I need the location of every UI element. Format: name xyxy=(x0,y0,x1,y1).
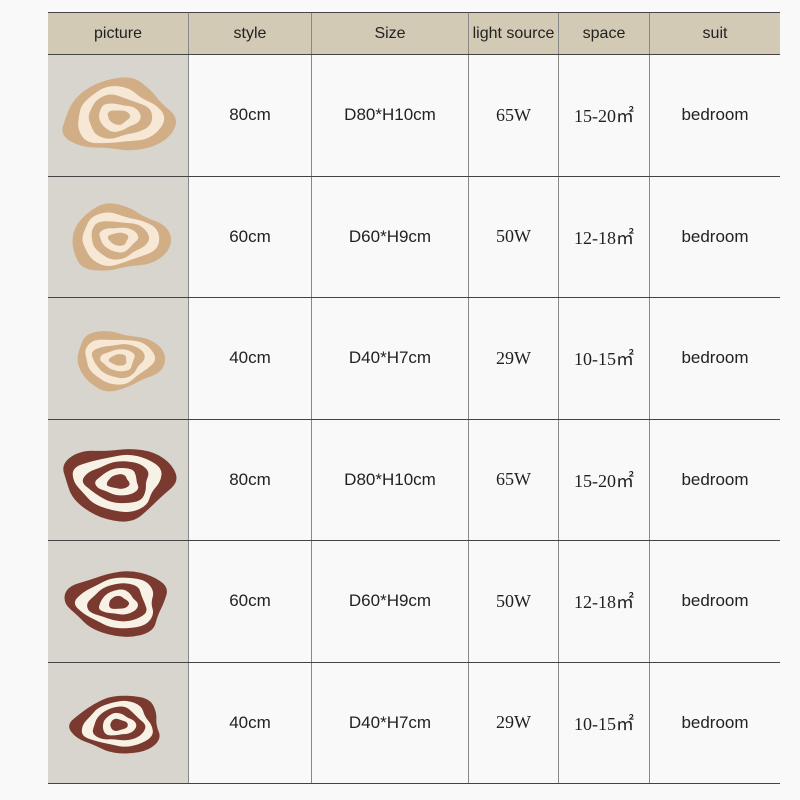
header-picture: picture xyxy=(48,13,189,54)
table-row: 80cm D80*H10cm 65W 15-20㎡ bedroom xyxy=(48,55,780,177)
lamp-picture xyxy=(48,541,189,662)
space-cell: 10-15㎡ xyxy=(559,662,650,783)
ceiling-lamp-image xyxy=(61,77,176,151)
table-row: 40cm D40*H7cm 29W 10-15㎡ bedroom xyxy=(48,298,780,420)
space-cell: 12-18㎡ xyxy=(559,176,650,297)
size-cell: D40*H7cm xyxy=(312,662,469,783)
style-cell: 60cm xyxy=(189,176,312,297)
suit-cell: bedroom xyxy=(681,712,749,732)
size-cell: D80*H10cm xyxy=(312,55,469,176)
size-cell: D40*H7cm xyxy=(312,298,469,419)
table-header: picture style Size light source space su… xyxy=(48,13,780,55)
table-row: 60cm D60*H9cm 50W 12-18㎡ bedroom xyxy=(48,176,780,298)
size-cell: D60*H9cm xyxy=(312,176,469,297)
space-cell: 15-20㎡ xyxy=(559,419,650,540)
light-source-cell: 50W xyxy=(469,176,559,297)
header-space: space xyxy=(559,13,650,54)
lamp-picture xyxy=(48,298,189,419)
light-source-cell: 29W xyxy=(469,662,559,783)
style-cell: 40cm xyxy=(189,662,312,783)
light-source-cell: 29W xyxy=(469,298,559,419)
ceiling-lamp-image xyxy=(68,695,160,754)
header-suit: suit xyxy=(702,24,728,42)
table-row: 40cm D40*H7cm 29W 10-15㎡ bedroom xyxy=(48,662,780,784)
table-row: 80cm D80*H10cm 65W 15-20㎡ bedroom xyxy=(48,419,780,541)
style-cell: 80cm xyxy=(189,55,312,176)
header-style: style xyxy=(189,13,312,54)
light-source-cell: 65W xyxy=(469,419,559,540)
ceiling-lamp-image xyxy=(72,203,171,271)
suit-cell: bedroom xyxy=(681,105,749,125)
style-cell: 60cm xyxy=(189,541,312,662)
table-row: 60cm D60*H9cm 50W 12-18㎡ bedroom xyxy=(48,541,780,663)
ceiling-lamp-image xyxy=(64,571,167,638)
suit-cell: bedroom xyxy=(681,469,749,489)
header-light-source: light source xyxy=(469,13,559,54)
space-cell: 15-20㎡ xyxy=(559,55,650,176)
style-cell: 40cm xyxy=(189,298,312,419)
size-cell: D60*H9cm xyxy=(312,541,469,662)
suit-cell: bedroom xyxy=(681,348,749,368)
light-source-cell: 65W xyxy=(469,55,559,176)
lamp-picture xyxy=(48,176,189,297)
ceiling-lamp-image xyxy=(77,331,165,392)
ceiling-lamp-image xyxy=(62,448,176,522)
lamp-picture xyxy=(48,419,189,540)
suit-cell: bedroom xyxy=(681,591,749,611)
lamp-picture xyxy=(48,662,189,783)
spec-table: picture style Size light source space su… xyxy=(48,12,780,784)
size-cell: D80*H10cm xyxy=(312,419,469,540)
header-size: Size xyxy=(312,13,469,54)
style-cell: 80cm xyxy=(189,419,312,540)
space-cell: 10-15㎡ xyxy=(559,298,650,419)
light-source-cell: 50W xyxy=(469,541,559,662)
lamp-picture xyxy=(48,55,189,176)
space-cell: 12-18㎡ xyxy=(559,541,650,662)
suit-cell: bedroom xyxy=(681,226,749,246)
